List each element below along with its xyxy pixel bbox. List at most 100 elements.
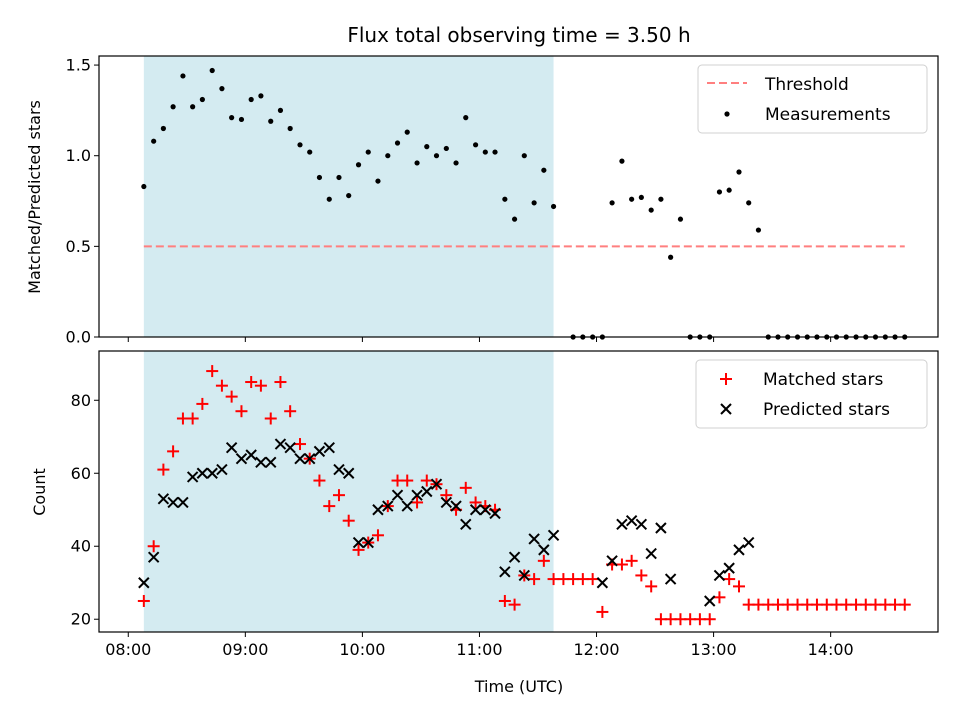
measurement-point bbox=[638, 194, 644, 201]
matched-star-marker bbox=[459, 481, 472, 494]
predicted-star-marker bbox=[645, 547, 657, 560]
predicted-star-marker bbox=[596, 577, 609, 589]
predicted-star-marker bbox=[265, 456, 277, 469]
x-tick-label: 09:00 bbox=[222, 640, 268, 659]
predicted-star-marker bbox=[460, 518, 472, 531]
predicted-star-marker bbox=[547, 529, 560, 541]
predicted-star-marker bbox=[742, 536, 755, 549]
measurement-point bbox=[209, 67, 215, 74]
matched-star-marker bbox=[732, 580, 745, 593]
bot-y-tick-label: 40 bbox=[71, 537, 91, 556]
matched-star-marker bbox=[411, 496, 424, 509]
matched-star-marker bbox=[420, 474, 433, 487]
matched-star-marker bbox=[401, 474, 414, 487]
x-axis-label: Time (UTC) bbox=[474, 677, 563, 696]
matched-star-marker bbox=[137, 594, 150, 607]
measurement-point bbox=[199, 96, 205, 103]
matched-star-marker bbox=[157, 463, 170, 476]
top-y-tick-label: 0.5 bbox=[66, 237, 91, 256]
measurement-point bbox=[277, 107, 284, 113]
predicted-star-marker bbox=[655, 522, 667, 534]
measurement-point bbox=[316, 174, 323, 181]
measurement-point bbox=[414, 160, 420, 166]
measurement-point bbox=[229, 115, 235, 121]
predicted-star-marker bbox=[635, 518, 648, 531]
measurement-point bbox=[463, 115, 469, 121]
bot-y-tick-label: 60 bbox=[71, 464, 91, 483]
measurement-point bbox=[248, 96, 254, 103]
legend-threshold-label: Threshold bbox=[764, 75, 849, 95]
measurement-point bbox=[141, 183, 147, 190]
matched-star-marker bbox=[703, 613, 716, 626]
measurement-point bbox=[629, 196, 635, 202]
matched-star-marker bbox=[147, 540, 160, 553]
ratio-legend-box bbox=[697, 64, 928, 134]
predicted-star-marker bbox=[284, 442, 296, 454]
measurement-point bbox=[433, 153, 440, 159]
matched-star-marker bbox=[313, 474, 326, 487]
measurement-point bbox=[170, 104, 176, 110]
matched-star-marker bbox=[167, 445, 180, 458]
predicted-star-marker bbox=[489, 507, 501, 520]
measurement-point bbox=[385, 153, 391, 159]
predicted-star-marker bbox=[294, 452, 306, 465]
predicted-star-marker bbox=[186, 471, 199, 483]
matched-star-marker bbox=[206, 365, 219, 378]
measurement-point bbox=[746, 200, 752, 206]
predicted-star-marker bbox=[469, 504, 482, 516]
count-observing-window bbox=[143, 351, 554, 632]
matched-star-marker bbox=[332, 489, 345, 502]
matched-star-marker bbox=[371, 529, 384, 542]
predicted-star-marker bbox=[733, 544, 745, 556]
top-y-tick-label: 0.0 bbox=[66, 328, 91, 347]
matched-star-marker bbox=[264, 412, 277, 425]
predicted-star-marker bbox=[255, 456, 267, 469]
predicted-star-marker bbox=[372, 504, 384, 516]
matched-star-marker bbox=[596, 605, 609, 618]
measurement-point bbox=[258, 93, 264, 99]
count-legend-box bbox=[695, 359, 928, 429]
ratio-axes: 0.0 0.5 1.0 1.5 bbox=[66, 56, 832, 347]
measurement-point bbox=[736, 169, 742, 175]
bot-y-tick-label: 80 bbox=[71, 391, 91, 410]
predicted-star-marker bbox=[382, 500, 394, 512]
ratio-axes-frame bbox=[98, 55, 939, 338]
legend-predicted-label: Predicted stars bbox=[763, 400, 890, 420]
measurement-point bbox=[424, 144, 430, 150]
predicted-star-marker bbox=[499, 566, 511, 578]
matched-star-marker bbox=[469, 496, 482, 509]
measurement-point bbox=[453, 160, 459, 166]
matched-star-marker bbox=[635, 569, 648, 582]
measurement-point bbox=[160, 125, 166, 132]
matched-star-marker bbox=[186, 412, 199, 425]
measurement-point bbox=[541, 167, 547, 173]
measurement-point bbox=[726, 187, 732, 193]
matched-star-marker bbox=[440, 489, 453, 502]
predicted-star-marker bbox=[138, 577, 150, 589]
matched-star-marker bbox=[274, 376, 287, 389]
measurement-point bbox=[492, 149, 498, 155]
predicted-star-marker bbox=[304, 452, 316, 465]
top-y-tick-label: 1.0 bbox=[66, 146, 91, 165]
matched-star-marker bbox=[254, 379, 267, 392]
measurement-point bbox=[219, 86, 225, 92]
measurement-point bbox=[180, 73, 186, 79]
matched-star-marker bbox=[342, 514, 355, 527]
top-y-tick-label: 1.5 bbox=[66, 56, 91, 75]
matched-star-marker bbox=[723, 573, 736, 586]
matched-star-marker bbox=[284, 405, 297, 418]
predicted-star-marker bbox=[625, 514, 638, 527]
predicted-star-marker bbox=[391, 489, 404, 501]
predicted-star-marker bbox=[235, 452, 248, 465]
measurement-point bbox=[472, 142, 479, 148]
measurement-point bbox=[609, 200, 615, 206]
predicted-star-marker bbox=[713, 569, 726, 582]
matched-star-marker bbox=[323, 500, 336, 513]
measurement-point bbox=[619, 158, 625, 164]
measurement-point bbox=[307, 149, 313, 155]
measurement-point bbox=[238, 116, 245, 123]
predicted-star-marker bbox=[196, 467, 209, 479]
measurement-point bbox=[297, 142, 303, 148]
predicted-star-marker bbox=[528, 533, 540, 545]
measurement-point bbox=[365, 149, 371, 155]
